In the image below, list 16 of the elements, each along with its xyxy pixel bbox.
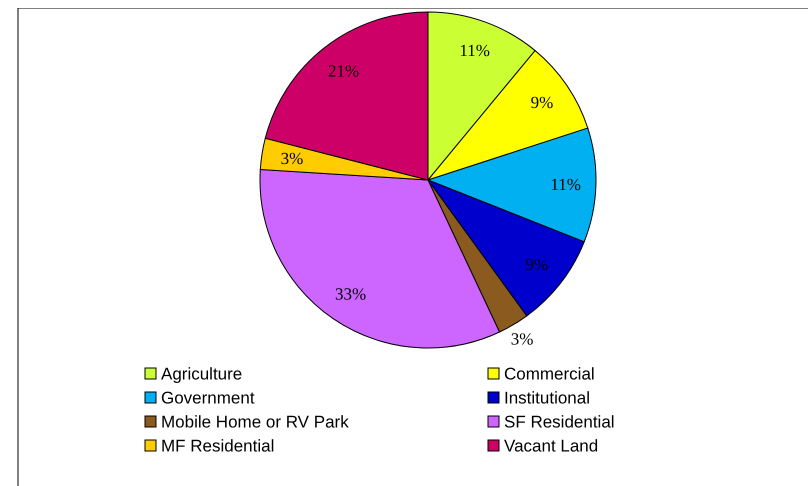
legend-label: Commercial bbox=[504, 364, 595, 384]
data-label: 9% bbox=[530, 93, 554, 112]
legend-label: Vacant Land bbox=[504, 436, 598, 456]
legend-label: Government bbox=[161, 388, 255, 408]
data-label: 33% bbox=[334, 284, 366, 304]
data-label: 11% bbox=[459, 40, 490, 60]
legend-label: Institutional bbox=[504, 388, 590, 408]
legend-label: MF Residential bbox=[161, 436, 274, 456]
data-label: 11% bbox=[550, 174, 581, 194]
data-label: 3% bbox=[510, 330, 534, 349]
data-label: 3% bbox=[280, 148, 304, 168]
legend-label: Mobile Home or RV Park bbox=[161, 412, 350, 432]
data-label: 21% bbox=[328, 62, 360, 81]
data-label: 9% bbox=[526, 254, 548, 274]
legend-label: Agriculture bbox=[161, 364, 242, 384]
legend-label: SF Residential bbox=[504, 412, 615, 432]
